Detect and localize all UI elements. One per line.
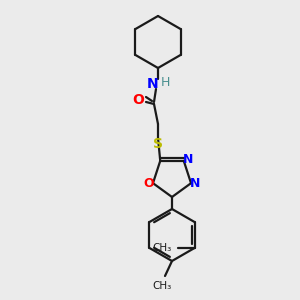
Text: O: O bbox=[132, 93, 144, 107]
Text: N: N bbox=[183, 153, 193, 166]
Text: CH₃: CH₃ bbox=[152, 281, 172, 291]
Text: O: O bbox=[144, 177, 154, 190]
Text: S: S bbox=[153, 137, 163, 151]
Text: N: N bbox=[147, 77, 159, 91]
Text: CH₃: CH₃ bbox=[152, 243, 172, 253]
Text: H: H bbox=[160, 76, 170, 88]
Text: N: N bbox=[190, 177, 200, 190]
